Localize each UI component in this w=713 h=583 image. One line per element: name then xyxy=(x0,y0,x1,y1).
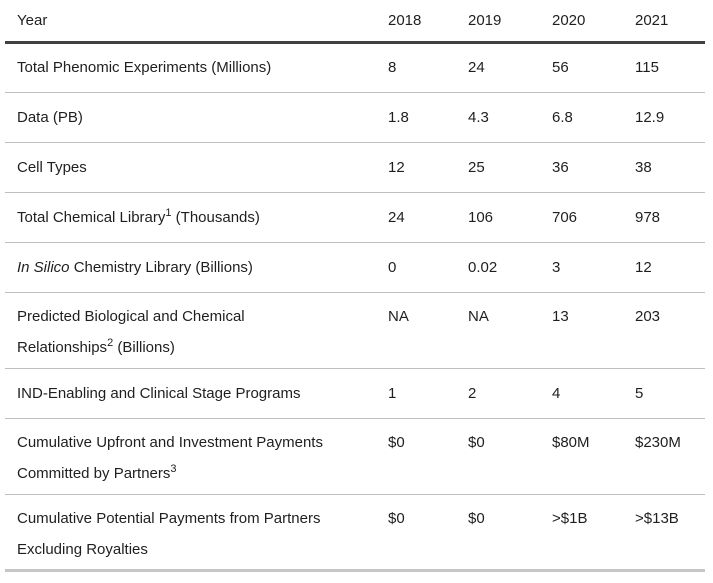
cell-value: $0 xyxy=(456,418,540,495)
row-label: Cumulative Upfront and Investment Paymen… xyxy=(5,418,376,495)
cell-value: >$1B xyxy=(540,494,623,572)
table-row: Cumulative Potential Payments from Partn… xyxy=(5,494,705,572)
cell-value: 706 xyxy=(540,192,623,243)
cell-value: 106 xyxy=(456,192,540,243)
cell-value: 25 xyxy=(456,142,540,193)
cell-value: $0 xyxy=(456,494,540,572)
header-col-2021: 2021 xyxy=(623,0,705,44)
cell-value: 3 xyxy=(540,242,623,293)
cell-value: 203 xyxy=(623,292,705,369)
cell-value: 12 xyxy=(376,142,456,193)
row-label-text: (Thousands) xyxy=(171,208,260,226)
table-row: Data (PB) 1.8 4.3 6.8 12.9 xyxy=(5,92,705,143)
row-label-text: (Billions) xyxy=(113,338,175,356)
row-label: Data (PB) xyxy=(5,92,376,143)
row-label: Predicted Biological and Chemical Relatio… xyxy=(5,292,376,369)
cell-value: 4.3 xyxy=(456,92,540,143)
row-label: Total Chemical Library1 (Thousands) xyxy=(5,192,376,243)
table-row: In Silico Chemistry Library (Billions) 0… xyxy=(5,242,705,293)
row-label: In Silico Chemistry Library (Billions) xyxy=(5,242,376,293)
row-label-text: Committed by Partners xyxy=(17,464,171,482)
table-row: IND-Enabling and Clinical Stage Programs… xyxy=(5,368,705,419)
cell-value: 115 xyxy=(623,42,705,93)
table-row: Total Phenomic Experiments (Millions) 8 … xyxy=(5,42,705,93)
cell-value: 0.02 xyxy=(456,242,540,293)
table-row: Predicted Biological and Chemical Relatio… xyxy=(5,292,705,369)
footnote-superscript: 2 xyxy=(107,336,114,349)
cell-value: 36 xyxy=(540,142,623,193)
row-label-text: Chemistry Library (Billions) xyxy=(69,258,253,276)
cell-value: 24 xyxy=(376,192,456,243)
cell-value: $80M xyxy=(540,418,623,495)
cell-value: $0 xyxy=(376,418,456,495)
row-label: IND-Enabling and Clinical Stage Programs xyxy=(5,368,376,419)
cell-value: 38 xyxy=(623,142,705,193)
cell-value: 13 xyxy=(540,292,623,369)
footnote-superscript: 1 xyxy=(165,206,172,219)
cell-value: 1 xyxy=(376,368,456,419)
cell-value: $0 xyxy=(376,494,456,572)
row-label-text: IND-Enabling and Clinical Stage Programs xyxy=(17,384,301,402)
cell-value: 1.8 xyxy=(376,92,456,143)
row-label: Cumulative Potential Payments from Partn… xyxy=(5,494,376,572)
row-label: Cell Types xyxy=(5,142,376,193)
cell-value: 978 xyxy=(623,192,705,243)
row-label-text: Relationships xyxy=(17,338,108,356)
annual-metrics-table: Year 2018 2019 2020 2021 Total Phenomic … xyxy=(5,0,705,572)
row-label-text: In Silico xyxy=(17,258,70,276)
row-label-text: Excluding Royalties xyxy=(17,540,148,558)
table-body: Total Phenomic Experiments (Millions) 8 … xyxy=(5,42,705,572)
header-col-2019: 2019 xyxy=(456,0,540,44)
row-label: Total Phenomic Experiments (Millions) xyxy=(5,42,376,93)
table-row: Cumulative Upfront and Investment Paymen… xyxy=(5,418,705,495)
row-label-text: Total Phenomic Experiments (Millions) xyxy=(17,59,272,76)
cell-value: 8 xyxy=(376,42,456,93)
header-col-2020: 2020 xyxy=(540,0,623,44)
cell-value: 12.9 xyxy=(623,92,705,143)
row-label-text: Cumulative Potential Payments from Partn… xyxy=(17,509,321,527)
table-row: Cell Types 12 25 36 38 xyxy=(5,142,705,193)
cell-value: 6.8 xyxy=(540,92,623,143)
header-year-label: Year xyxy=(5,0,376,44)
cell-value: 24 xyxy=(456,42,540,93)
header-col-2018: 2018 xyxy=(376,0,456,44)
cell-value: 2 xyxy=(456,368,540,419)
table-header: Year 2018 2019 2020 2021 xyxy=(5,0,705,44)
table-row: Total Chemical Library1 (Thousands) 24 1… xyxy=(5,192,705,243)
row-label-text: Cell Types xyxy=(17,158,87,176)
cell-value: 0 xyxy=(376,242,456,293)
row-label-text: Total Chemical Library xyxy=(17,208,166,226)
cell-value: NA xyxy=(376,292,456,369)
cell-value: $230M xyxy=(623,418,705,495)
row-label-text: Cumulative Upfront and Investment Paymen… xyxy=(17,433,323,451)
cell-value: 56 xyxy=(540,42,623,93)
cell-value: >$13B xyxy=(623,494,705,572)
cell-value: 12 xyxy=(623,242,705,293)
row-label-text: Data (PB) xyxy=(17,108,83,126)
row-label-text: Predicted Biological and Chemical xyxy=(17,307,245,325)
cell-value: 5 xyxy=(623,368,705,419)
cell-value: NA xyxy=(456,292,540,369)
cell-value: 4 xyxy=(540,368,623,419)
header-row: Year 2018 2019 2020 2021 xyxy=(5,0,705,44)
footnote-superscript: 3 xyxy=(170,462,177,475)
